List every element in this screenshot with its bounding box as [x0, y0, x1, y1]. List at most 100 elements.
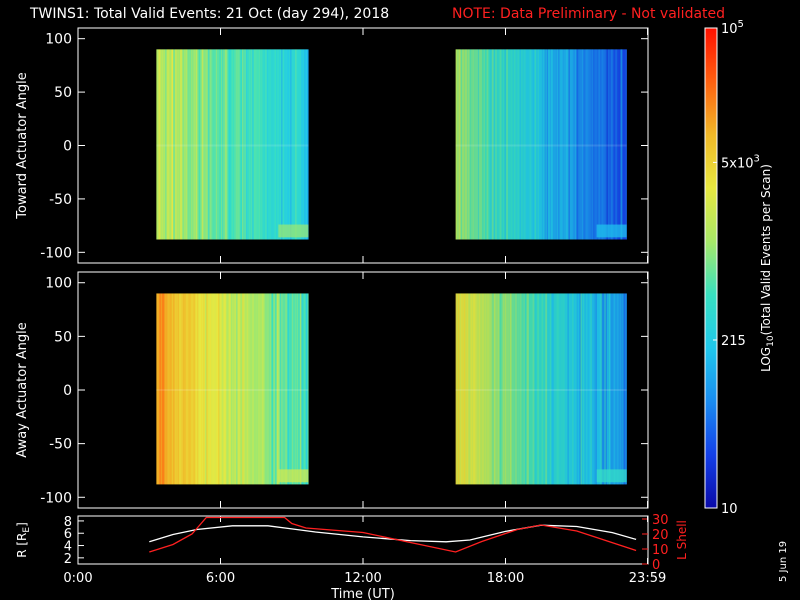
toward-heatmap-column	[226, 49, 228, 240]
toward-ytick-label: 50	[54, 85, 72, 101]
away-heatmap-column	[582, 293, 584, 485]
away-heatmap-column	[535, 293, 537, 485]
colorbar-tick-label: 5x103	[721, 153, 760, 171]
away-heatmap-column	[210, 293, 212, 485]
toward-heatmap-column	[460, 49, 462, 240]
away-heatmap-column	[180, 293, 182, 485]
toward-heatmap-column	[307, 49, 309, 240]
away-heatmap-column	[482, 293, 484, 485]
toward-heatmap-column	[233, 49, 235, 240]
away-heatmap-column	[265, 293, 267, 485]
toward-heatmap-column	[615, 49, 617, 240]
away-heatmap-column	[508, 293, 510, 485]
away-heatmap-column	[479, 293, 481, 485]
away-heatmap-column	[242, 293, 244, 485]
away-heatmap-column	[540, 293, 542, 485]
away-heatmap-column	[534, 293, 536, 485]
away-heatmap-column	[620, 293, 622, 485]
away-heatmap-column	[287, 293, 289, 485]
toward-heatmap-column	[291, 49, 293, 240]
away-heatmap-column	[465, 293, 467, 485]
toward-heatmap-column	[236, 49, 238, 240]
away-heatmap-column	[536, 293, 538, 485]
toward-heatmap-column	[517, 49, 519, 240]
toward-heatmap-column	[471, 49, 473, 240]
away-heatmap-column	[197, 293, 199, 485]
toward-heatmap-column	[594, 49, 596, 240]
toward-heatmap-column	[462, 49, 464, 240]
away-heatmap-column	[274, 293, 276, 485]
toward-heatmap-column	[176, 49, 178, 240]
toward-heatmap-column	[274, 49, 276, 240]
toward-heatmap-column	[255, 49, 257, 240]
toward-heatmap-column	[613, 49, 615, 240]
toward-heatmap-column	[174, 49, 176, 240]
toward-heatmap-column	[286, 49, 288, 240]
away-heatmap-column	[462, 293, 464, 485]
away-heatmap-column	[625, 293, 627, 485]
away-heatmap-column	[295, 293, 297, 485]
toward-heatmap-feature	[278, 224, 309, 238]
toward-heatmap-column	[605, 49, 607, 240]
away-heatmap-column	[212, 293, 214, 485]
away-heatmap-column	[520, 293, 522, 485]
away-heatmap-column	[175, 293, 177, 485]
toward-heatmap-column	[577, 49, 579, 240]
away-heatmap-column	[250, 293, 252, 485]
colorbar-tick-label: 10	[721, 502, 738, 517]
toward-heatmap-column	[163, 49, 165, 240]
toward-heatmap-column	[488, 49, 490, 240]
away-heatmap-column	[551, 293, 553, 485]
away-heatmap-column	[616, 293, 618, 485]
away-heatmap-column	[209, 293, 211, 485]
toward-heatmap-column	[580, 49, 582, 240]
away-heatmap-column	[506, 293, 508, 485]
away-heatmap-column	[610, 293, 612, 485]
away-heatmap-column	[581, 293, 583, 485]
away-heatmap-column	[280, 293, 282, 485]
away-heatmap-column	[190, 293, 192, 485]
toward-heatmap-column	[545, 49, 547, 240]
away-heatmap-column	[471, 293, 473, 485]
away-heatmap-column	[264, 293, 266, 485]
toward-heatmap-column	[246, 49, 248, 240]
away-heatmap-column	[507, 293, 509, 485]
toward-heatmap-column	[268, 49, 270, 240]
away-heatmap-column	[208, 293, 210, 485]
away-heatmap-column	[477, 293, 479, 485]
toward-heatmap-column	[550, 49, 552, 240]
away-heatmap-column	[455, 293, 457, 485]
toward-heatmap-column	[455, 49, 457, 240]
toward-heatmap-column	[523, 49, 525, 240]
toward-heatmap-column	[606, 49, 608, 240]
away-heatmap-column	[299, 293, 301, 485]
toward-heatmap-column	[564, 49, 566, 240]
toward-heatmap-column	[619, 49, 621, 240]
away-heatmap-column	[183, 293, 185, 485]
toward-heatmap-midline	[455, 144, 627, 147]
toward-heatmap-column	[515, 49, 517, 240]
away-heatmap-column	[593, 293, 595, 485]
colorbar-tick-label: 215	[721, 334, 746, 349]
toward-heatmap-column	[478, 49, 480, 240]
away-heatmap-column	[262, 293, 264, 485]
toward-heatmap-column	[185, 49, 187, 240]
away-heatmap-column	[594, 293, 596, 485]
toward-heatmap-column	[519, 49, 521, 240]
toward-ytick-label: 100	[45, 32, 72, 48]
away-heatmap-column	[472, 293, 474, 485]
away-heatmap-column	[589, 293, 591, 485]
toward-heatmap-column	[250, 49, 252, 240]
toward-heatmap-column	[614, 49, 616, 240]
away-heatmap-column	[253, 293, 255, 485]
away-heatmap-column	[159, 293, 161, 485]
toward-heatmap-column	[528, 49, 530, 240]
toward-heatmap-column	[234, 49, 236, 240]
toward-heatmap-column	[574, 49, 576, 240]
toward-heatmap-column	[294, 49, 296, 240]
away-heatmap-column	[475, 293, 477, 485]
toward-heatmap-column	[579, 49, 581, 240]
away-heatmap-column	[230, 293, 232, 485]
toward-heatmap-column	[192, 49, 194, 240]
toward-heatmap-column	[219, 49, 221, 240]
